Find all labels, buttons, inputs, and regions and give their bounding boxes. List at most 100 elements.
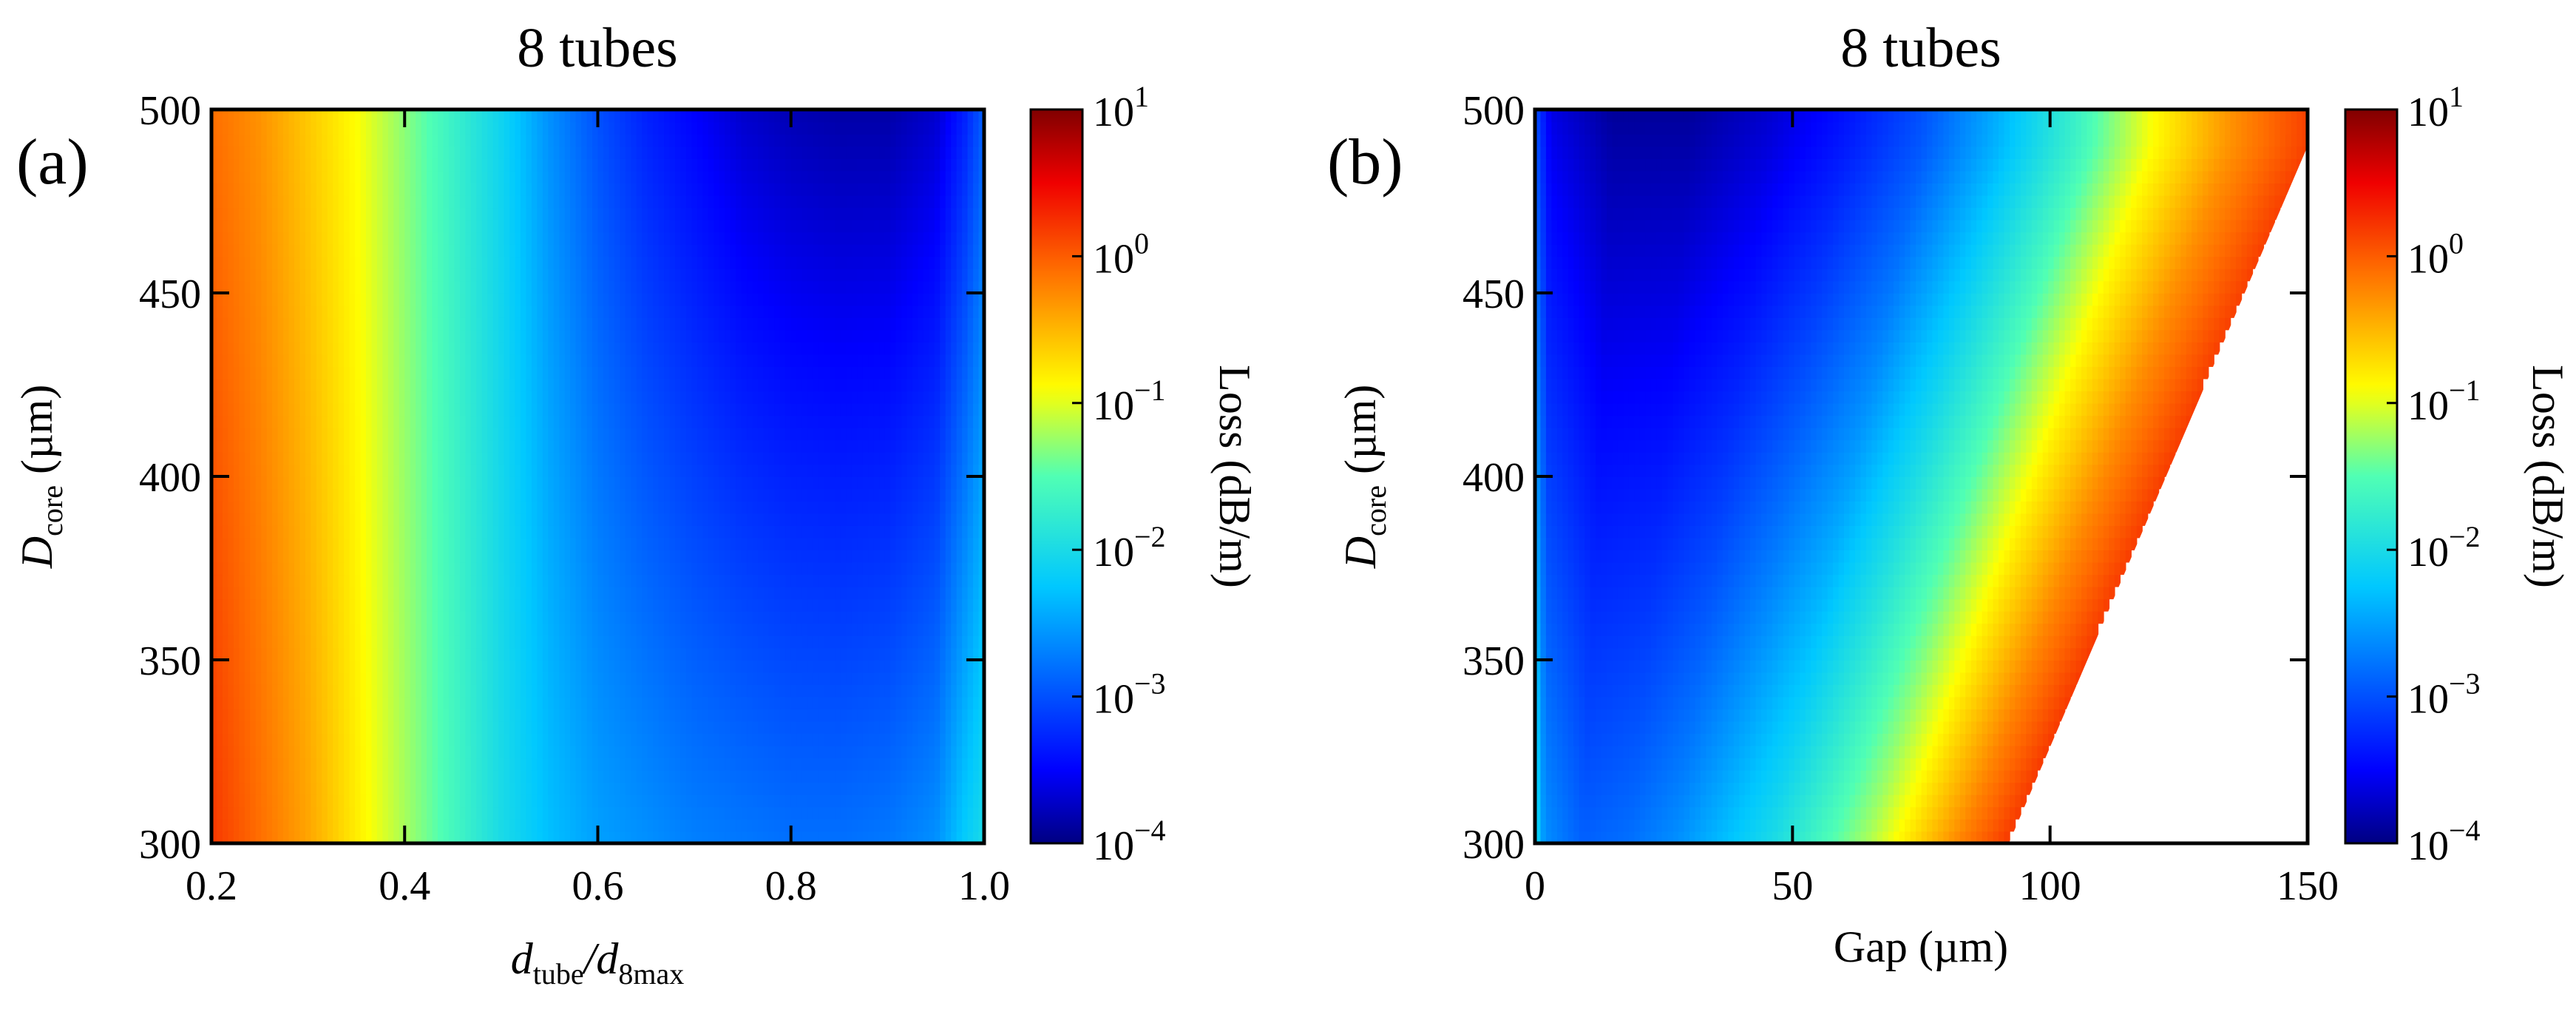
- heatmap-cell: [685, 574, 693, 587]
- heatmap-cell: [575, 561, 582, 576]
- heatmap-cell: [327, 427, 334, 441]
- heatmap-cell: [470, 402, 478, 416]
- heatmap-cell: [774, 745, 781, 759]
- heatmap-cell: [393, 696, 400, 709]
- heatmap-cell: [609, 757, 615, 771]
- heatmap-cell: [509, 696, 516, 709]
- heatmap-cell: [895, 586, 902, 600]
- heatmap-cell: [818, 501, 825, 514]
- heatmap-cell: [575, 794, 582, 808]
- heatmap-cell: [807, 818, 814, 832]
- heatmap-cell: [736, 574, 742, 587]
- heatmap-cell: [376, 550, 384, 563]
- heatmap-cell: [349, 439, 356, 453]
- heatmap-cell: [553, 757, 560, 771]
- heatmap-cell: [830, 635, 836, 649]
- heatmap-cell: [266, 709, 273, 722]
- heatmap-cell: [387, 488, 395, 502]
- heatmap-cell: [349, 488, 356, 502]
- heatmap-cell: [542, 769, 549, 783]
- heatmap-cell: [481, 721, 489, 734]
- heatmap-cell: [222, 402, 229, 416]
- heatmap-cell: [592, 672, 599, 685]
- heatmap-cell: [934, 586, 941, 600]
- heatmap-cell: [427, 647, 433, 661]
- heatmap-cell: [818, 476, 825, 490]
- heatmap-cell: [443, 733, 450, 746]
- heatmap-cell: [492, 561, 499, 576]
- heatmap-cell: [454, 660, 461, 673]
- heatmap-cell: [620, 415, 626, 428]
- heatmap-cell: [228, 660, 234, 673]
- heatmap-cell: [222, 733, 229, 746]
- heatmap-cell: [387, 476, 395, 490]
- heatmap-cell: [967, 586, 974, 600]
- heatmap-cell: [846, 757, 853, 771]
- heatmap-cell: [636, 464, 643, 477]
- heatmap-cell: [581, 757, 588, 771]
- heatmap-cell: [509, 598, 516, 612]
- heatmap-cell: [879, 794, 886, 808]
- heatmap-cell: [918, 733, 924, 746]
- heatmap-cell: [581, 806, 588, 820]
- heatmap-cell: [603, 561, 610, 576]
- heatmap-cell: [509, 574, 516, 587]
- heatmap-cell: [255, 451, 262, 465]
- heatmap-cell: [521, 660, 527, 673]
- heatmap-cell: [824, 476, 830, 490]
- heatmap-cell: [233, 660, 240, 673]
- heatmap-cell: [851, 745, 858, 759]
- heatmap-cell: [272, 696, 279, 709]
- heatmap-cell: [427, 415, 433, 428]
- heatmap-cell: [846, 574, 853, 587]
- heatmap-cell: [581, 610, 588, 624]
- heatmap-cell: [658, 721, 665, 734]
- heatmap-cell: [658, 488, 665, 502]
- heatmap-cell: [294, 818, 301, 832]
- heatmap-cell: [250, 709, 257, 722]
- heatmap-cell: [785, 745, 792, 759]
- heatmap-cell: [730, 794, 736, 808]
- heatmap-cell: [719, 427, 725, 441]
- panel-a-heatmap: [211, 109, 984, 843]
- heatmap-cell: [443, 561, 450, 576]
- heatmap-cell: [895, 550, 902, 563]
- heatmap-cell: [680, 660, 687, 673]
- heatmap-cell: [906, 598, 913, 612]
- heatmap-cell: [818, 451, 825, 465]
- heatmap-cell: [387, 818, 395, 832]
- heatmap-cell: [239, 439, 245, 453]
- heatmap-cell: [432, 550, 438, 563]
- heatmap-cell: [542, 806, 549, 820]
- heatmap-cell: [708, 660, 715, 673]
- heatmap-cell: [410, 501, 416, 514]
- heatmap-cell: [266, 684, 273, 698]
- heatmap-cell: [432, 696, 438, 709]
- heatmap-cell: [421, 476, 427, 490]
- heatmap-cell: [747, 610, 753, 624]
- heatmap-cell: [277, 733, 284, 746]
- heatmap-cell: [702, 598, 709, 612]
- heatmap-cell: [719, 660, 725, 673]
- heatmap-cell: [360, 831, 367, 843]
- heatmap-cell: [316, 586, 323, 600]
- heatmap-cell: [647, 709, 654, 722]
- heatmap-cell: [288, 709, 295, 722]
- heatmap-cell: [895, 623, 902, 636]
- heatmap-cell: [288, 610, 295, 624]
- heatmap-cell: [366, 672, 373, 685]
- heatmap-cell: [376, 769, 384, 783]
- heatmap-cell: [736, 550, 742, 563]
- heatmap-cell: [476, 806, 483, 820]
- heatmap-cell: [586, 415, 593, 428]
- heatmap-cell: [675, 550, 682, 563]
- heatmap-cell: [625, 537, 632, 550]
- heatmap-cell: [355, 427, 362, 441]
- heatmap-cell: [211, 794, 218, 808]
- heatmap-cell: [862, 660, 870, 673]
- heatmap-cell: [747, 598, 753, 612]
- heatmap-cell: [774, 525, 781, 539]
- heatmap-cell: [438, 427, 444, 441]
- heatmap-cell: [763, 550, 770, 563]
- heatmap-cell: [790, 696, 798, 709]
